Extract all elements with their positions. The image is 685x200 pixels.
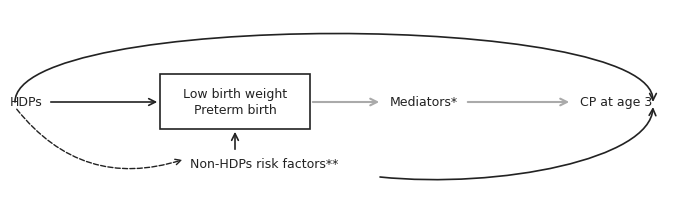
Text: CP at age 3: CP at age 3 [580, 96, 652, 109]
Text: Low birth weight: Low birth weight [183, 88, 287, 100]
FancyArrowPatch shape [380, 109, 656, 180]
Text: Non-HDPs risk factors**: Non-HDPs risk factors** [190, 158, 338, 171]
Text: Mediators*: Mediators* [390, 96, 458, 109]
FancyBboxPatch shape [160, 75, 310, 129]
Text: Preterm birth: Preterm birth [194, 103, 276, 116]
FancyArrowPatch shape [15, 34, 656, 102]
Text: HDPs: HDPs [10, 96, 42, 109]
